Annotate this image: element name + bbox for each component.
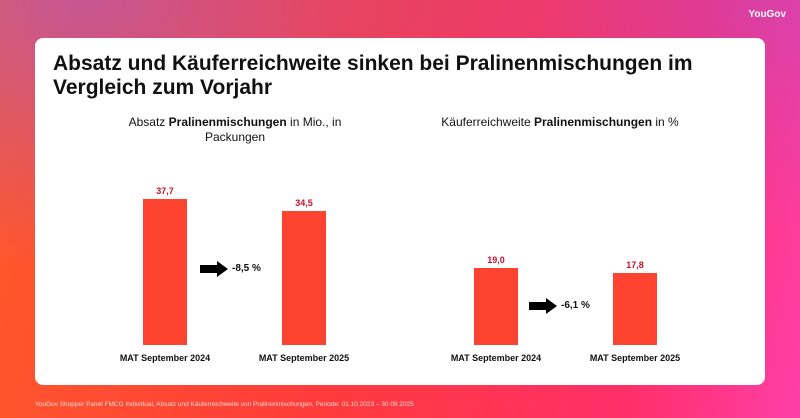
bar [613, 272, 657, 345]
bar [474, 268, 518, 345]
change-sales: -8,5 % [232, 263, 261, 274]
bar [282, 211, 326, 345]
footer-source: YouGov Shopper Panel FMCG Individual, Ab… [35, 401, 414, 408]
chart-title-sales: Absatz Pralinenmischungen in Mio., in Pa… [128, 115, 342, 144]
arrow-right-icon [529, 298, 557, 314]
chart-title-reach: Käuferreichweite Pralinenmischungen in % [441, 115, 679, 129]
yougov-logo: YouGov [748, 9, 786, 20]
data-label: 17,8 [626, 259, 644, 270]
category-label: MAT September 2024 [119, 353, 211, 363]
category-label: MAT September 2024 [450, 353, 542, 363]
bar [143, 199, 187, 345]
data-label: 37,7 [156, 186, 174, 197]
page-title: Absatz und Käuferreichweite sinken bei P… [53, 52, 693, 99]
category-label: MAT September 2025 [258, 353, 350, 363]
category-label: MAT September 2025 [589, 353, 681, 363]
data-label: 34,5 [295, 198, 313, 209]
change-reach: -6,1 % [561, 300, 590, 311]
data-label: 19,0 [487, 255, 505, 266]
arrow-right-icon [200, 261, 228, 277]
